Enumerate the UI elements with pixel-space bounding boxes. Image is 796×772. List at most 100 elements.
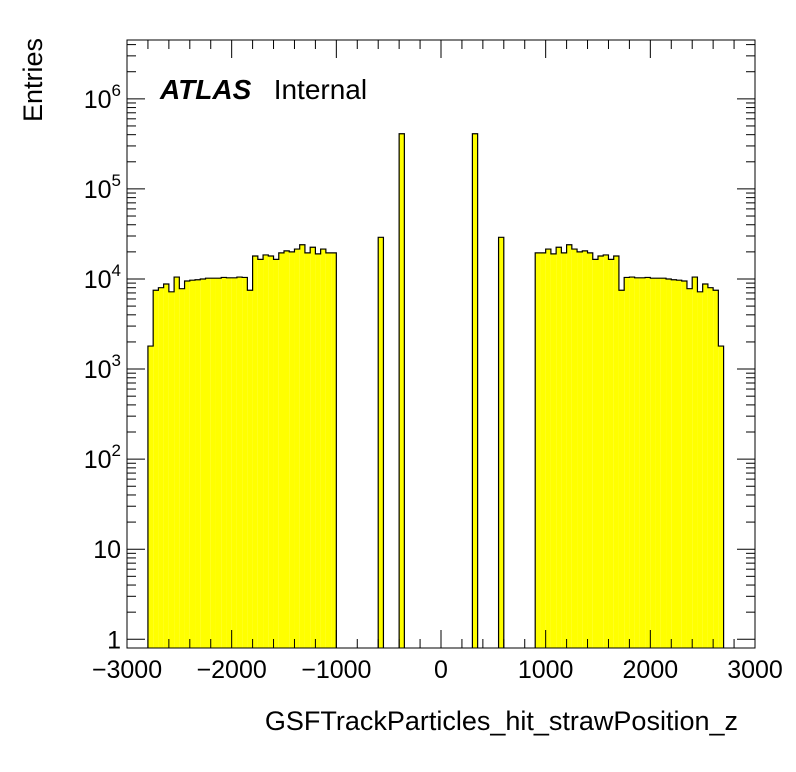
histogram-bar (205, 278, 211, 648)
x-tick-label: −1000 (301, 656, 371, 684)
histogram-bar (273, 259, 279, 648)
histogram-bar (697, 291, 703, 648)
histogram-bar (598, 255, 604, 648)
histogram-bar (221, 277, 227, 648)
histogram-bar (666, 278, 672, 648)
histogram-bar (639, 277, 646, 648)
histogram-bar (676, 280, 682, 648)
histogram-bar (147, 346, 154, 648)
y-tick-label: 102 (84, 441, 121, 474)
histogram-bar (236, 277, 243, 648)
histogram-bar (571, 249, 578, 648)
histogram-bar (582, 250, 588, 649)
axis-ticks (126, 40, 756, 648)
histogram-bar (257, 259, 264, 648)
histogram-bar (263, 254, 269, 649)
y-tick-label: 105 (84, 171, 121, 204)
histogram-bar (618, 290, 625, 648)
histogram-bar (163, 283, 169, 648)
histogram-bar (592, 259, 598, 648)
histogram-bar (268, 255, 274, 648)
histogram-bar (247, 290, 253, 648)
histogram-bar (608, 259, 614, 648)
histogram-bar (545, 249, 551, 648)
x-tick-label: 3000 (727, 656, 783, 684)
histogram-bar (210, 278, 216, 648)
histogram-bar (174, 277, 180, 648)
histogram-bar (713, 290, 719, 648)
histogram-bar (577, 251, 583, 648)
histogram-bar (158, 287, 164, 648)
histogram-bar (231, 277, 237, 648)
histogram-bar (707, 287, 714, 648)
histogram-bar (153, 290, 159, 648)
histogram-bar (378, 237, 384, 648)
histogram-bar (540, 252, 546, 649)
histogram-bar (195, 279, 201, 648)
histogram-bar (320, 249, 326, 648)
histogram-bar (284, 250, 290, 649)
histogram-bar (671, 279, 677, 648)
y-tick-label: 104 (84, 261, 121, 294)
histogram-bar (184, 280, 190, 648)
histogram-bar (603, 254, 609, 649)
x-tick-label: −2000 (197, 656, 267, 684)
histogram-bar (613, 255, 619, 648)
histogram-bar (718, 346, 724, 648)
histogram-bar (535, 252, 541, 649)
histogram-bar (325, 252, 332, 649)
histogram-bar (289, 251, 295, 648)
x-tick-label: 2000 (623, 656, 679, 684)
histogram-bar (242, 277, 248, 648)
histogram-bar (702, 283, 708, 648)
histogram-bar (556, 247, 562, 648)
histogram-outline (147, 133, 725, 648)
histogram-bar (252, 255, 258, 648)
y-tick-label: 106 (84, 81, 121, 114)
histogram-bar (226, 277, 232, 648)
histogram-bar (278, 252, 284, 649)
histogram-bar (561, 252, 567, 649)
x-tick-label: 1000 (518, 656, 574, 684)
histogram-bar (294, 249, 300, 648)
x-axis-title: GSFTrackParticles_hit_strawPosition_z (265, 706, 738, 736)
histogram-bar (304, 252, 311, 649)
histogram-bar (629, 277, 635, 648)
histogram-bar (189, 280, 196, 648)
x-tick-label: −3000 (92, 656, 162, 684)
y-tick-label: 10 (93, 536, 121, 564)
histogram-bars (147, 133, 725, 649)
histogram-bar (331, 252, 337, 649)
histogram-bar (650, 278, 656, 648)
histogram-bar (645, 277, 651, 648)
histogram-bar (498, 237, 504, 648)
histogram-bar (472, 133, 478, 649)
histogram-bar (399, 133, 405, 649)
y-tick-labels: 1 10 102 103 104 105 106 (84, 81, 121, 654)
plot-frame (126, 39, 756, 649)
atlas-label-bold: ATLAS (159, 74, 252, 105)
histogram-bar (179, 288, 185, 648)
x-tick-label: 0 (434, 656, 448, 684)
histogram-bar (655, 278, 661, 648)
histogram-bar (299, 244, 305, 648)
y-tick-label: 1 (107, 626, 121, 654)
histogram-bar (215, 278, 222, 648)
histogram-bar (587, 252, 593, 649)
x-tick-labels: −3000 −2000 −1000 0 1000 2000 3000 (92, 656, 783, 684)
y-axis-title: Entries (18, 38, 48, 122)
histogram-bar (686, 288, 693, 648)
atlas-label-plain: Internal (274, 74, 367, 105)
histogram-bar (315, 253, 321, 649)
histogram-bar (692, 277, 698, 648)
histogram-bar (660, 278, 667, 648)
atlas-label: ATLAS Internal (159, 74, 367, 105)
histogram-bar (681, 280, 687, 648)
histogram-bar (624, 277, 630, 648)
histogram-bar (550, 253, 557, 649)
histogram-bar (200, 278, 206, 648)
histogram-bar (566, 244, 572, 648)
histogram-bar (634, 277, 640, 648)
histogram-bar (168, 291, 175, 648)
